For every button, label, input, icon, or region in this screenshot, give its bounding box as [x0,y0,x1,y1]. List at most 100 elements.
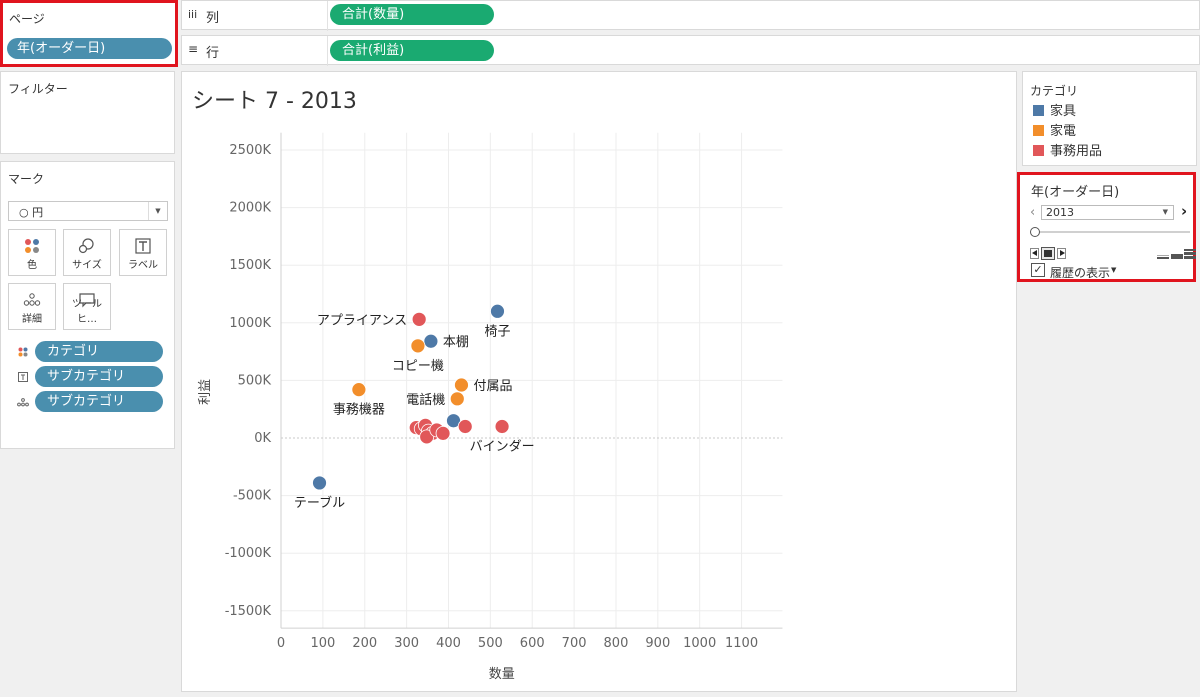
marks-card: マーク ○ 円 ▼ 色 サイズ ラベル 詳細 ツールヒ… カテゴリ [0,161,175,449]
mark-size-button[interactable]: サイズ [63,229,111,276]
y-tick-label: -1500K [225,604,272,619]
marks-field-detail[interactable]: サブカテゴリ [35,391,163,412]
marks-field-color[interactable]: カテゴリ [35,341,163,362]
x-tick-label: 500 [478,636,503,651]
mark-label-label: ラベル [128,260,158,271]
legend-label: 家電 [1050,124,1077,139]
page-control-title: 年(オーダー日) [1031,185,1120,200]
marks-field-label[interactable]: サブカテゴリ [35,366,163,387]
legend-item[interactable]: 事務用品 [1033,143,1102,161]
scatter-point [490,303,505,319]
x-tick-label: 900 [645,636,670,651]
dropdown-arrow-icon: ▼ [148,202,167,220]
page-slider[interactable] [1030,227,1190,237]
mark-type-value: ○ 円 [19,206,44,219]
scatter-point [457,419,473,434]
x-axis-label: 数量 [489,667,515,682]
page-select[interactable]: 2013 ▼ [1041,205,1174,220]
x-tick-label: 800 [604,636,629,651]
y-tick-label: 1000K [229,316,271,331]
prev-page-icon[interactable]: ‹ [1030,205,1036,220]
tooltip-icon [64,292,110,311]
view-area: シート 7 - 2013 0 100 200 300 400 500 600 700 800 90… [181,71,1017,692]
show-history-dropdown-icon[interactable]: ▼ [1111,266,1117,274]
columns-icon: iii [188,8,198,21]
legend-label: 家具 [1050,104,1077,119]
pages-pill-order-year[interactable]: 年(オーダー日) [7,38,172,59]
x-tick-label: 0 [277,636,285,651]
point-label: コピー機 [392,359,444,374]
category-legend: カテゴリ 家具家電事務用品 [1022,71,1197,166]
legend-title: カテゴリ [1030,84,1079,98]
y-axis-label: 利益 [198,379,213,405]
scatter-chart: 0 100 200 300 400 500 600 700 800 900 1000 1100 -150… [198,132,783,682]
page-control-card: 年(オーダー日) ‹ 2013 ▼ › ✓ 履歴の表示 ▼ [1017,172,1196,282]
rows-label: 行 [206,46,220,61]
legend-item[interactable]: 家電 [1033,123,1076,141]
x-tick-label: 700 [562,636,587,651]
rows-pill-sum-profit[interactable]: 合計(利益) [330,40,494,61]
mark-type-dropdown[interactable]: ○ 円 ▼ [8,201,168,221]
label-icon [18,371,28,385]
point-label: 椅子 [484,324,510,339]
point-label: 事務機器 [333,403,385,418]
slider-handle[interactable] [1030,227,1040,237]
mark-detail-button[interactable]: 詳細 [8,283,56,330]
x-tick-label: 1000 [683,636,716,651]
dropdown-arrow-icon: ▼ [1162,208,1168,216]
columns-pill-sum-quantity[interactable]: 合計(数量) [330,4,494,25]
point-label: 本棚 [443,335,469,350]
x-tick-label: 400 [436,636,461,651]
sheet-title: シート 7 - 2013 [192,89,357,114]
scatter-point [449,391,465,407]
scatter-point [410,338,426,354]
mark-detail-label: 詳細 [22,314,42,325]
detail-icon [17,396,29,410]
show-history-label[interactable]: 履歴の表示 [1050,266,1111,280]
marks-title: マーク [8,172,45,186]
pages-shelf: ページ 年(オーダー日) [0,0,178,67]
y-tick-label: -500K [233,489,272,504]
mark-color-label: 色 [27,260,37,271]
text-label-icon [120,238,166,257]
mark-tooltip-label: ツールヒ… [72,299,102,325]
playback-forward-icon[interactable] [1057,248,1066,259]
mark-label-button[interactable]: ラベル [119,229,167,276]
playback-back-icon[interactable] [1030,248,1039,259]
scatter-point [411,311,427,327]
filters-title: フィルター [8,82,68,96]
scatter-point [423,333,439,349]
next-page-icon[interactable]: › [1181,202,1188,220]
mark-color-button[interactable]: 色 [8,229,56,276]
point-label: アプライアンス [317,313,407,328]
y-tick-label: 500K [238,373,272,388]
filters-card[interactable]: フィルター [0,71,175,154]
scatter-point [446,413,461,429]
scatter-point [454,377,469,393]
page-select-value: 2013 [1046,206,1074,219]
detail-dots-icon [9,292,55,311]
y-tick-label: 2500K [229,143,271,158]
scatter-point [435,425,451,441]
color-dots-icon [9,238,55,257]
y-tick-label: 1500K [229,258,271,273]
show-history-checkbox[interactable]: ✓ [1031,263,1045,277]
scatter-point [351,382,367,398]
scatter-point [494,419,510,434]
mark-tooltip-button[interactable]: ツールヒ… [63,283,111,330]
speed-slow-icon[interactable] [1157,249,1169,259]
point-label: テーブル [294,495,345,511]
legend-swatch [1033,105,1044,116]
x-tick-label: 200 [352,636,377,651]
speed-fast-icon[interactable] [1184,249,1196,259]
size-icon [64,238,110,257]
rows-icon: ≡ [188,42,199,56]
speed-medium-icon[interactable] [1171,249,1183,259]
legend-swatch [1033,125,1044,136]
playback-stop-icon[interactable] [1041,247,1055,260]
x-tick-label: 300 [394,636,419,651]
legend-item[interactable]: 家具 [1033,103,1076,121]
x-tick-label: 600 [520,636,545,651]
point-label: バインダー [470,439,535,454]
color-dots-icon [18,346,28,360]
